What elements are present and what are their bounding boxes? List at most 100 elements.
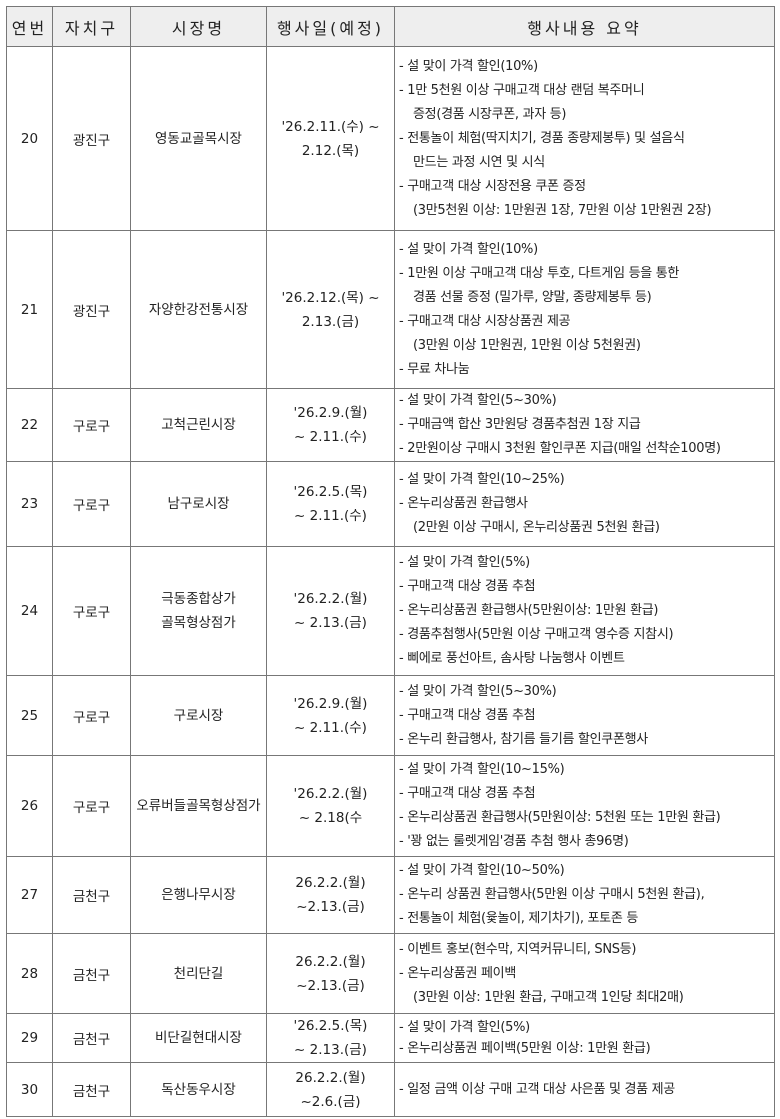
market-name: 비단길현대시장 xyxy=(155,1030,242,1046)
district: 금천구 xyxy=(52,933,131,1014)
header-cell: 행사일(예정) xyxy=(266,6,395,47)
row-number: 27 xyxy=(6,856,53,934)
row-number: 24 xyxy=(6,546,53,676)
summary-line: - 무료 차나눔 xyxy=(399,361,470,377)
row-number: 25 xyxy=(6,675,53,756)
header-cell: 시장명 xyxy=(130,6,267,47)
summary-line: (2만원 이상 구매시, 온누리상품권 5천원 환급) xyxy=(413,520,660,535)
event-date: '26.2.5.(목) xyxy=(293,1018,368,1034)
summary-line: - 설 맞이 가격 할인(5~30%) xyxy=(399,683,557,699)
summary-cell: - 설 맞이 가격 할인(5%) - 온누리상품권 페이백(5만원 이상: 1만원… xyxy=(394,1013,775,1063)
table-row: 23 구로구 남구로시장 '26.2.5.(목) ~ 2.11.(수) - 설 맞이 가격… xyxy=(6,461,775,547)
summary-line: - 구매고객 대상 시장전용 쿠폰 증정 xyxy=(399,178,586,194)
market-name-cell: 남구로시장 xyxy=(130,461,267,547)
summary-cell: - 설 맞이 가격 할인(10%) - 1만원 이상 구매고객 대상 투호, 다트… xyxy=(394,230,775,389)
event-date: '26.2.5.(목) xyxy=(293,484,368,500)
table-row: 20 광진구 영동교골목시장 '26.2.11.(수) ~ 2.12.(목) - 설 맞이… xyxy=(6,46,775,231)
event-date: ~ 2.13.(금) xyxy=(294,615,367,631)
summary-line: - 경품추첨행사(5만원 이상 구매고객 영수증 지참시) xyxy=(399,627,674,642)
event-date: '26.2.11.(수) ~ xyxy=(281,118,380,135)
market-name: 자양한강전통시장 xyxy=(148,301,249,318)
event-date-cell: '26.2.2.(월) ~ 2.13.(금) xyxy=(266,546,395,676)
summary-line: - 구매고객 대상 시장상품권 제공 xyxy=(399,313,571,329)
market-name-cell: 자양한강전통시장 xyxy=(130,230,267,389)
market-name: 극동종합상가 xyxy=(161,591,236,607)
summary-line: - 구매고객 대상 경품 추첨 xyxy=(399,786,536,801)
market-name: 은행나무시장 xyxy=(161,887,236,903)
row-number: 20 xyxy=(6,46,53,231)
market-name: 구로시장 xyxy=(173,707,224,724)
market-name-cell: 오류버들골목형상점가 xyxy=(130,755,267,857)
event-date-cell: '26.2.9.(월) ~ 2.11.(수) xyxy=(266,388,395,462)
summary-line: - 설 맞이 가격 할인(5%) xyxy=(399,555,530,570)
event-date-cell: '26.2.2.(월) ~ 2.18(수 xyxy=(266,755,395,857)
event-date: '26.2.2.(월) xyxy=(293,591,368,607)
event-date: ~ 2.18(수 xyxy=(298,810,363,826)
summary-line: - 설 맞이 가격 할인(10~50%) xyxy=(399,863,565,878)
summary-cell: - 설 맞이 가격 할인(5%) - 구매고객 대상 경품 추첨 - 온누리상품권 … xyxy=(394,546,775,676)
event-date-cell: 26.2.2.(월) ~2.13.(금) xyxy=(266,933,395,1014)
summary-line: (3만원 이상 1만원권, 1만원 이상 5천원권) xyxy=(413,337,641,353)
summary-line: - 온누리 환급행사, 참기름 들기름 할인쿠폰행사 xyxy=(399,731,648,747)
row-number: 26 xyxy=(6,755,53,857)
summary-line: - 이벤트 홍보(현수막, 지역커뮤니티, SNS등) xyxy=(399,941,637,957)
event-date-cell: '26.2.5.(목) ~ 2.11.(수) xyxy=(266,461,395,547)
market-name-cell: 극동종합상가 골목형상점가 xyxy=(130,546,267,676)
event-date-cell: 26.2.2.(월) ~2.6.(금) xyxy=(266,1062,395,1117)
event-date: '26.2.2.(월) xyxy=(293,786,368,802)
event-date: '26.2.9.(월) xyxy=(293,405,368,421)
summary-line: - 삐에로 풍선아트, 솜사탕 나눔행사 이벤트 xyxy=(399,651,625,666)
event-date: ~ 2.11.(수) xyxy=(294,719,367,736)
row-number: 22 xyxy=(6,388,53,462)
table-row: 24 구로구 극동종합상가 골목형상점가 '26.2.2.(월) ~ 2.13.(금) - … xyxy=(6,546,775,676)
event-date: ~2.6.(금) xyxy=(300,1093,361,1110)
summary-cell: - 설 맞이 가격 할인(10~15%) - 구매고객 대상 경품 추첨 - 온누리… xyxy=(394,755,775,857)
summary-line: - 구매고객 대상 경품 추첨 xyxy=(399,579,536,594)
summary-cell: - 일정 금액 이상 구매 고객 대상 사은품 및 경품 제공 xyxy=(394,1062,775,1117)
header-row: 연번 자치구 시장명 행사일(예정) 행사내용 요약 xyxy=(6,6,775,47)
table-row: 26 구로구 오류버들골목형상점가 '26.2.2.(월) ~ 2.18(수 - 설 맞이… xyxy=(6,755,775,857)
summary-line: 증정(경품 시장쿠폰, 과자 등) xyxy=(413,106,567,122)
summary-line: - 설 맞이 가격 할인(10~25%) xyxy=(399,472,565,487)
header-cell: 연번 xyxy=(6,6,53,47)
summary-line: - 전통놀이 체험(윷놀이, 제기차기), 포토존 등 xyxy=(399,911,638,926)
event-date-cell: '26.2.9.(월) ~ 2.11.(수) xyxy=(266,675,395,756)
summary-line: - 온누리상품권 환급행사 xyxy=(399,496,528,511)
summary-line: - 전통놀이 체험(딱지치기, 경품 종량제봉투) 및 설음식 xyxy=(399,130,685,146)
row-number: 30 xyxy=(6,1062,53,1117)
district: 구로구 xyxy=(52,461,131,547)
event-date: ~2.13.(금) xyxy=(296,977,365,994)
market-name-cell: 고척근린시장 xyxy=(130,388,267,462)
header-cell: 행사내용 요약 xyxy=(394,6,775,47)
summary-line: - 온누리상품권 페이백(5만원 이상: 1만원 환급) xyxy=(399,1041,651,1056)
market-name: 독산동우시장 xyxy=(161,1081,236,1098)
summary-line: - 1만원 이상 구매고객 대상 투호, 다트게임 등을 통한 xyxy=(399,265,680,281)
event-date: 26.2.2.(월) xyxy=(295,953,366,970)
summary-line: 경품 선물 증정 (밀가루, 양말, 종량제봉투 등) xyxy=(413,289,652,305)
market-name: 남구로시장 xyxy=(167,496,230,512)
summary-cell: - 이벤트 홍보(현수막, 지역커뮤니티, SNS등) - 온누리상품권 페이백 (… xyxy=(394,933,775,1014)
table-row: 27 금천구 은행나무시장 26.2.2.(월) ~2.13.(금) - 설 맞이 가격 … xyxy=(6,856,775,934)
summary-line: - 온누리상품권 페이백 xyxy=(399,965,516,981)
table-row: 28 금천구 천리단길 26.2.2.(월) ~2.13.(금) - 이벤트 홍보(현수막… xyxy=(6,933,775,1014)
row-number: 28 xyxy=(6,933,53,1014)
event-date: 26.2.2.(월) xyxy=(295,875,366,891)
event-date: ~ 2.11.(수) xyxy=(294,508,367,524)
market-name-cell: 천리단길 xyxy=(130,933,267,1014)
district: 금천구 xyxy=(52,1062,131,1117)
event-date: ~ 2.11.(수) xyxy=(294,429,367,445)
table-row: 29 금천구 비단길현대시장 '26.2.5.(목) ~ 2.13.(금) - 설 맞이 … xyxy=(6,1013,775,1063)
district: 구로구 xyxy=(52,675,131,756)
summary-cell: - 설 맞이 가격 할인(5~30%) - 구매금액 합산 3만원당 경품추첨권 … xyxy=(394,388,775,462)
event-date-cell: '26.2.11.(수) ~ 2.12.(목) xyxy=(266,46,395,231)
summary-cell: - 설 맞이 가격 할인(10~25%) - 온누리상품권 환급행사 (2만원 이상… xyxy=(394,461,775,547)
summary-cell: - 설 맞이 가격 할인(10~50%) - 온누리 상품권 환급행사(5만원 이… xyxy=(394,856,775,934)
event-date: 2.12.(목) xyxy=(301,142,360,159)
row-number: 21 xyxy=(6,230,53,389)
row-number: 29 xyxy=(6,1013,53,1063)
market-name: 고척근린시장 xyxy=(161,417,236,433)
table-row: 30 금천구 독산동우시장 26.2.2.(월) ~2.6.(금) - 일정 금액 이상 … xyxy=(6,1062,775,1117)
summary-line: - 온누리상품권 환급행사(5만원이상: 1만원 환급) xyxy=(399,603,659,618)
summary-line: - 설 맞이 가격 할인(5%) xyxy=(399,1020,530,1035)
summary-line: 만드는 과정 시연 및 시식 xyxy=(413,154,545,170)
